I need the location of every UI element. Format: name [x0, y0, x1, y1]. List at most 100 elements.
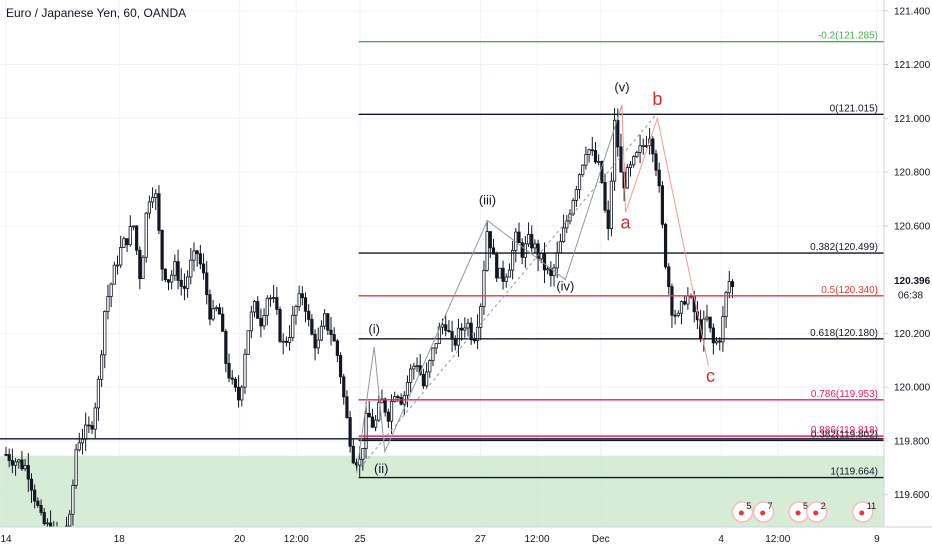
- candle-body: [281, 340, 285, 343]
- candle-body: [119, 247, 123, 266]
- candle-body: [673, 314, 677, 317]
- candle-body: [638, 145, 642, 153]
- candle-body: [421, 373, 426, 387]
- candle-body: [201, 263, 206, 274]
- candle-body: [727, 281, 731, 294]
- x-tick-label: 20: [234, 534, 246, 545]
- candle-body: [466, 322, 470, 329]
- candle-body: [115, 264, 120, 267]
- event-badge-count: 5: [803, 501, 808, 511]
- candle-body: [80, 438, 85, 444]
- x-tick-label: 18: [114, 534, 126, 545]
- candle-body: [361, 448, 365, 460]
- grid-lines: [0, 0, 884, 527]
- candle-body: [351, 445, 355, 464]
- candle-body: [96, 378, 101, 409]
- wave-label: (i): [368, 321, 380, 336]
- candle-body: [581, 164, 585, 176]
- candle-body: [523, 243, 527, 258]
- candle-body: [163, 268, 167, 281]
- candle-body: [329, 329, 333, 335]
- candle-body: [377, 402, 381, 421]
- candle-body: [440, 324, 445, 328]
- candle-body: [482, 269, 486, 307]
- candle-body: [606, 209, 610, 229]
- event-badge-dot: [813, 510, 819, 516]
- candle-body: [259, 317, 263, 327]
- candle-body: [77, 442, 81, 451]
- candle-body: [348, 417, 352, 447]
- candle-body: [71, 484, 75, 515]
- candle-body: [444, 324, 448, 331]
- candle-body: [498, 267, 502, 279]
- candle-body: [539, 253, 543, 260]
- x-tick-label: 12:00: [765, 534, 790, 545]
- abc-path: [621, 104, 709, 366]
- candle-body: [730, 281, 735, 288]
- candle-body: [186, 276, 190, 289]
- fib-label: 0.886(119.818): [811, 425, 878, 436]
- candle-body: [39, 505, 43, 513]
- y-tick-label: 120.800: [894, 168, 931, 179]
- candle-body: [463, 327, 467, 331]
- x-tick-label: 12:00: [525, 534, 550, 545]
- candle-body: [170, 274, 174, 283]
- candle-body: [632, 156, 636, 166]
- candle-body: [68, 513, 72, 527]
- candle-body: [26, 465, 30, 480]
- candle-body: [4, 454, 8, 456]
- candle-body: [657, 169, 661, 187]
- candle-body: [364, 412, 368, 449]
- candle-body: [428, 360, 432, 373]
- candle-body: [233, 378, 238, 388]
- candle-body: [45, 522, 50, 525]
- wave-channel-line: [359, 112, 658, 469]
- fib-label: 1(119.664): [830, 467, 878, 478]
- candle-body: [453, 338, 457, 346]
- candle-body: [593, 150, 598, 163]
- candle-body: [721, 316, 725, 343]
- wave-annotations: (i) (ii) (iii) (iv) (v) a b c: [355, 79, 715, 476]
- candle-body: [33, 489, 37, 502]
- candle-body: [189, 259, 193, 278]
- candle-body: [90, 425, 94, 430]
- candle-body: [495, 253, 499, 279]
- candle-body: [616, 119, 620, 148]
- candle-body: [389, 401, 394, 422]
- candle-body: [265, 297, 269, 316]
- candle-body: [93, 407, 97, 430]
- candle-body: [367, 412, 371, 418]
- candle-body: [587, 149, 591, 155]
- candle-body: [157, 193, 161, 231]
- candle-body: [179, 279, 183, 287]
- wave-label: (v): [614, 79, 629, 94]
- fib-label: 0(121.015): [830, 103, 878, 114]
- candle-body: [230, 377, 234, 380]
- candle-body: [491, 247, 496, 255]
- candle-body: [456, 327, 461, 346]
- x-tick-label: 9: [874, 534, 880, 545]
- candle-body: [667, 266, 671, 288]
- candle-body: [214, 307, 218, 310]
- countdown-label: 06:38: [898, 291, 923, 302]
- candle-body: [249, 311, 253, 332]
- candle-body: [574, 189, 578, 201]
- candle-body: [718, 340, 722, 343]
- candle-body: [625, 167, 629, 189]
- candle-body: [488, 231, 492, 249]
- time-axis-bg: [0, 527, 932, 550]
- candle-body: [338, 355, 343, 378]
- candle-body: [182, 285, 187, 289]
- candle-body: [103, 311, 107, 356]
- candle-body: [275, 297, 279, 310]
- candle-body: [424, 371, 429, 387]
- candle-body: [705, 316, 709, 320]
- candle-body: [558, 241, 563, 254]
- abc-label: c: [706, 366, 715, 386]
- candle-body: [131, 225, 136, 228]
- fib-label: 0.382(119.802): [811, 429, 878, 440]
- y-tick-label: 121.400: [894, 6, 931, 17]
- candle-body: [485, 231, 489, 271]
